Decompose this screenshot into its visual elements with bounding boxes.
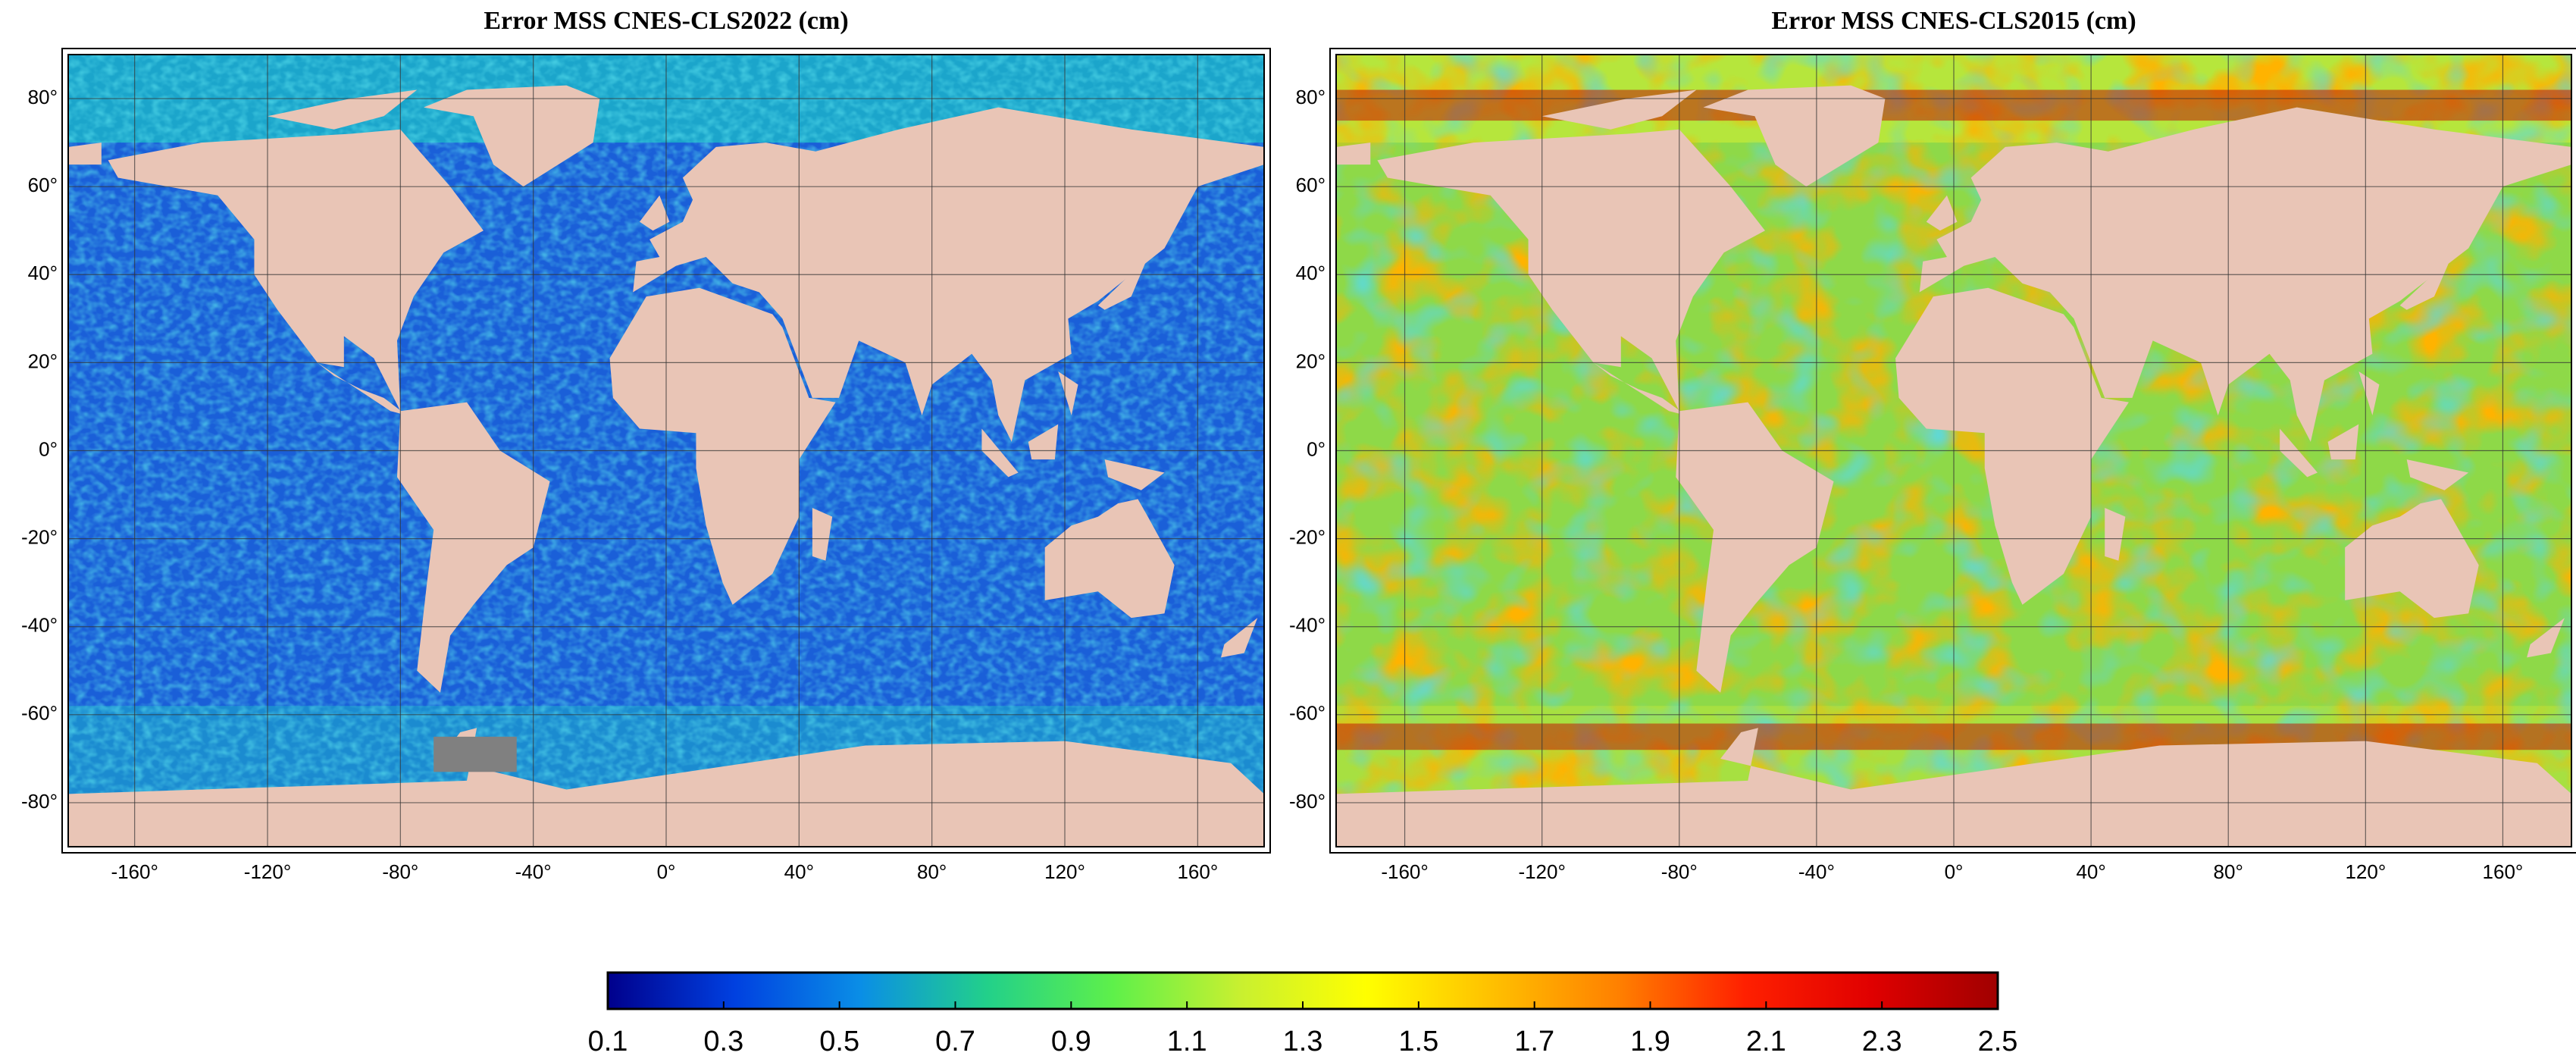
x-tick-label: -120° (244, 860, 291, 883)
y-tick-label: 20° (1296, 349, 1326, 372)
y-tick-label: -40° (21, 614, 58, 637)
x-tick-label: 0° (657, 860, 676, 883)
map-frame (61, 48, 1271, 854)
colorbar-tick-label: 0.7 (935, 1026, 975, 1057)
x-tick-label: 120° (2345, 860, 2386, 883)
y-tick-label: -20° (1289, 525, 1326, 548)
y-tick-label: 60° (1296, 174, 1326, 196)
x-tick-label: -40° (515, 860, 552, 883)
y-tick-label: 40° (28, 262, 58, 284)
colorbar-tick-label: 2.1 (1746, 1026, 1786, 1057)
colorbar-tick-label: 1.7 (1514, 1026, 1554, 1057)
x-tick-label: -160° (1381, 860, 1428, 883)
x-tick-label: -160° (111, 860, 158, 883)
colorbar-tick-label: 2.5 (1978, 1026, 2018, 1057)
colorbar-tick-label: 1.3 (1283, 1026, 1323, 1057)
y-tick-label: -80° (21, 790, 58, 813)
y-tick-label: 40° (1296, 262, 1326, 284)
x-tick-label: -120° (1518, 860, 1565, 883)
colorbar-tick-label: 2.3 (1862, 1026, 1902, 1057)
map-title: Error MSS CNES-CLS2022 (cm) (484, 7, 848, 35)
y-tick-label: 0° (1307, 437, 1326, 460)
map-border (1335, 54, 2572, 847)
x-tick-label: -40° (1798, 860, 1835, 883)
map-border (67, 54, 1265, 847)
x-tick-label: 80° (2214, 860, 2243, 883)
map-frame (1329, 48, 2576, 854)
y-tick-label: -20° (21, 525, 58, 548)
y-tick-label: -40° (1289, 614, 1326, 637)
y-tick-label: 80° (1296, 86, 1326, 108)
x-tick-label: 120° (1044, 860, 1085, 883)
colorbar-tick-label: 0.5 (819, 1026, 859, 1057)
y-tick-label: 0° (39, 437, 58, 460)
x-tick-label: 80° (917, 860, 947, 883)
y-tick-label: -60° (1289, 702, 1326, 725)
y-tick-label: -80° (1289, 790, 1326, 813)
x-tick-label: 160° (1177, 860, 1218, 883)
map-title: Error MSS CNES-CLS2015 (cm) (1771, 7, 2136, 35)
x-tick-label: -80° (1661, 860, 1698, 883)
x-tick-label: 0° (1945, 860, 1964, 883)
colorbar-tick-label: 0.9 (1051, 1026, 1091, 1057)
y-tick-label: -60° (21, 702, 58, 725)
y-tick-label: 80° (28, 86, 58, 108)
x-tick-label: -80° (382, 860, 418, 883)
colorbar-tick-label: 0.1 (588, 1026, 628, 1057)
x-tick-label: 160° (2483, 860, 2524, 883)
colorbar-tick-label: 1.5 (1398, 1026, 1438, 1057)
colorbar-tick-label: 0.3 (703, 1026, 743, 1057)
ice-mask (434, 736, 517, 772)
colorbar-tick-label: 1.1 (1167, 1026, 1207, 1057)
colorbar-tick-label: 1.9 (1630, 1026, 1670, 1057)
y-tick-label: 20° (28, 349, 58, 372)
x-tick-label: 40° (2076, 860, 2105, 883)
x-tick-label: 40° (784, 860, 814, 883)
y-tick-label: 60° (28, 174, 58, 196)
